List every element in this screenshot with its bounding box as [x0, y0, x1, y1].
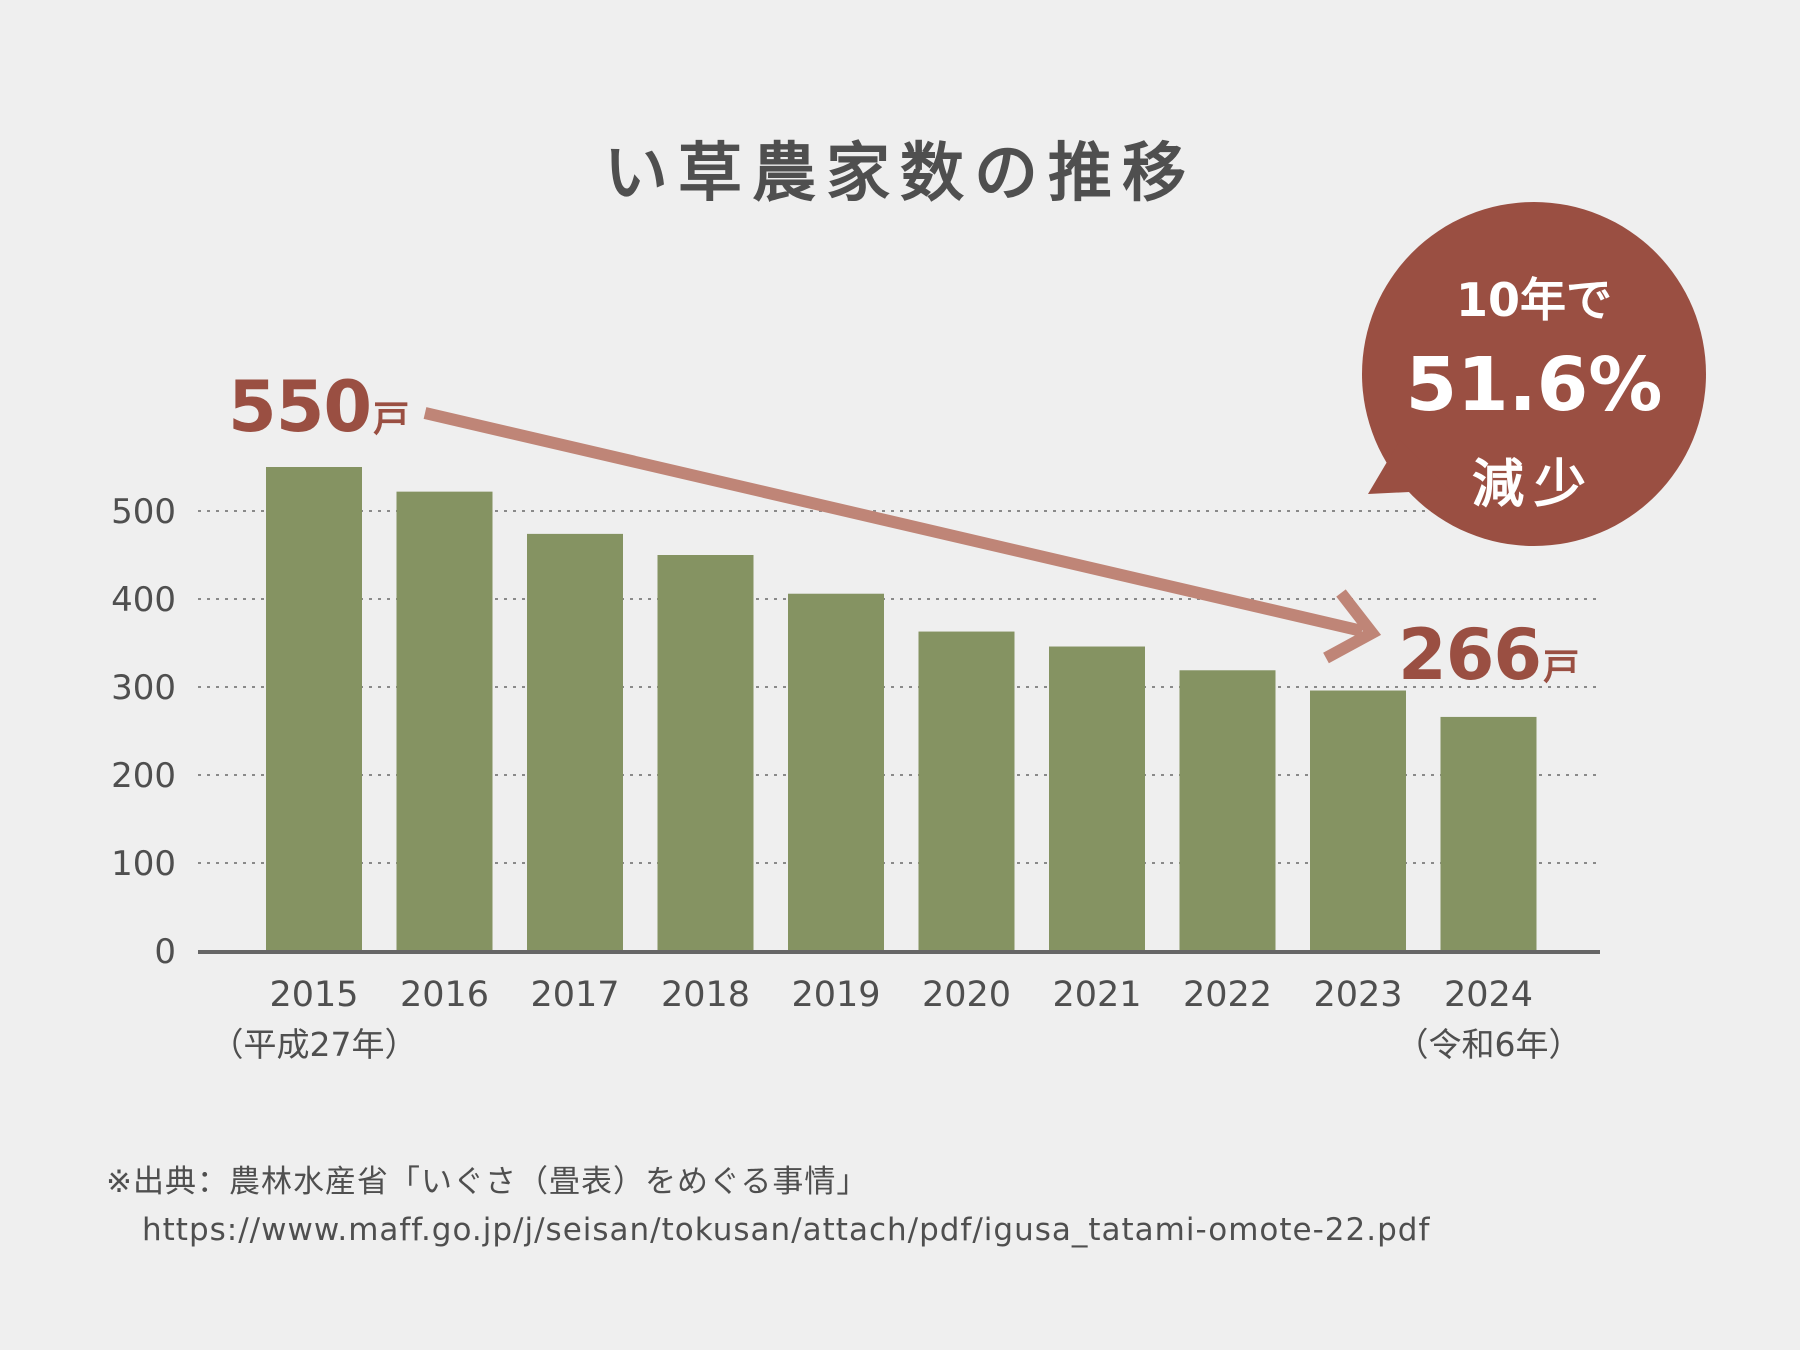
bar-2019 — [788, 593, 884, 951]
x-tick-label-2021: 2021 — [1052, 975, 1141, 1015]
bar-2017 — [527, 533, 623, 951]
trend-arrow — [423, 407, 1382, 664]
badge-tail — [1368, 440, 1450, 494]
x-tick-label-2022: 2022 — [1183, 975, 1272, 1015]
x-tick-label-2015: 2015 — [269, 975, 358, 1015]
y-tick-label-400: 400 — [111, 580, 176, 620]
x-tick-label-2023: 2023 — [1313, 975, 1402, 1015]
start-value: 550 — [228, 366, 372, 448]
x-tick-label-2016: 2016 — [400, 975, 489, 1015]
bar-2022 — [1179, 670, 1276, 951]
end-unit: 戸 — [1543, 647, 1580, 688]
bar-2018 — [657, 555, 754, 951]
x-tick-label-2017: 2017 — [530, 975, 619, 1015]
badge-percent: 51.6% — [1405, 342, 1663, 428]
end-value: 266 — [1398, 614, 1542, 696]
y-tick-label-200: 200 — [111, 756, 176, 796]
end-value-callout: 266戸 — [1398, 614, 1579, 696]
bar-2016 — [396, 491, 493, 951]
x-tick-label-2024: 2024 — [1444, 975, 1533, 1015]
x-tick-label-2019: 2019 — [791, 975, 880, 1015]
bar-2015 — [266, 467, 362, 951]
y-tick-label-300: 300 — [111, 668, 176, 708]
bars — [266, 467, 1537, 951]
source-url: https://www.maff.go.jp/j/seisan/tokusan/… — [142, 1212, 1431, 1249]
x-sublabel-2024: （令和6年） — [1396, 1025, 1582, 1064]
trend-arrow-head — [1323, 589, 1382, 664]
bar-2023 — [1310, 690, 1406, 951]
source-citation: ※出典：農林水産省「いぐさ（畳表）をめぐる事情」 — [106, 1164, 869, 1200]
badge-shape — [1362, 202, 1706, 546]
y-tick-label-100: 100 — [111, 844, 176, 884]
x-tick-label-2020: 2020 — [922, 975, 1011, 1015]
badge-circle — [1362, 202, 1706, 546]
bar-2024 — [1440, 716, 1537, 951]
x-sublabel-2015: （平成27年） — [211, 1025, 418, 1064]
source-note: ※出典：農林水産省「いぐさ（畳表）をめぐる事情」 https://www.maf… — [106, 1158, 1430, 1254]
y-tick-label-500: 500 — [111, 492, 176, 532]
start-value-callout: 550戸 — [228, 366, 409, 448]
tick-labels: 0 100 200 300 400 500 2015 （平成27年） 2016 2017 2018 2… — [111, 492, 1581, 1064]
x-tick-label-2018: 2018 — [661, 975, 750, 1015]
bar-2021 — [1049, 646, 1145, 951]
start-unit: 戸 — [373, 399, 410, 440]
decrease-badge: 10年で 51.6% 減少 — [1362, 202, 1706, 546]
bar-2020 — [918, 631, 1015, 951]
chart-title: い草農家数の推移 — [604, 137, 1196, 211]
badge-decrease: 減少 — [1471, 455, 1596, 515]
y-tick-label-0: 0 — [154, 932, 176, 972]
trend-arrow-shaft — [423, 407, 1364, 637]
badge-period: 10年で — [1455, 273, 1612, 327]
